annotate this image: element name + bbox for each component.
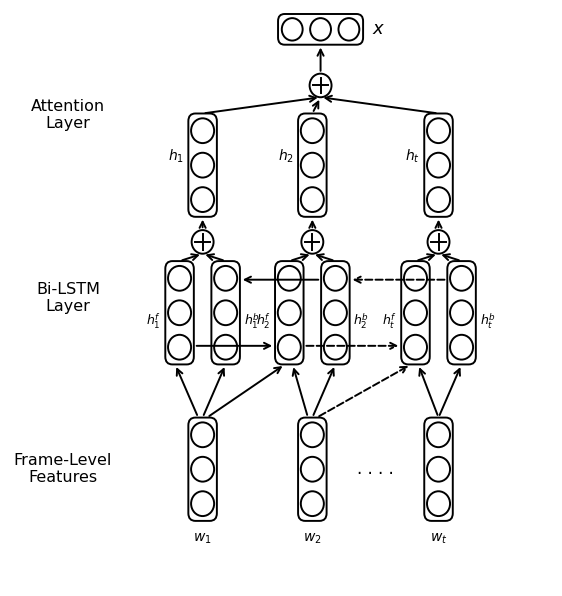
Circle shape xyxy=(278,266,301,291)
FancyBboxPatch shape xyxy=(298,418,327,521)
Circle shape xyxy=(427,119,450,143)
Circle shape xyxy=(191,153,214,178)
Circle shape xyxy=(404,300,427,325)
Text: Bi-LSTM
Layer: Bi-LSTM Layer xyxy=(36,282,100,314)
Circle shape xyxy=(324,300,347,325)
Text: $h_1$: $h_1$ xyxy=(169,148,184,165)
Text: Attention
Layer: Attention Layer xyxy=(31,99,105,131)
FancyBboxPatch shape xyxy=(278,14,363,45)
Circle shape xyxy=(427,423,450,447)
FancyBboxPatch shape xyxy=(424,113,453,217)
Circle shape xyxy=(191,491,214,516)
Text: $h_1^b$: $h_1^b$ xyxy=(244,312,260,331)
Circle shape xyxy=(214,300,237,325)
Text: $h_2^b$: $h_2^b$ xyxy=(353,312,370,331)
Circle shape xyxy=(301,187,324,212)
Circle shape xyxy=(278,335,301,359)
Circle shape xyxy=(310,74,332,97)
Circle shape xyxy=(214,335,237,359)
Text: $h_2^f$: $h_2^f$ xyxy=(256,312,271,331)
Circle shape xyxy=(278,300,301,325)
FancyBboxPatch shape xyxy=(401,261,430,364)
Circle shape xyxy=(450,335,473,359)
Circle shape xyxy=(404,266,427,291)
Circle shape xyxy=(301,119,324,143)
Circle shape xyxy=(191,457,214,482)
Circle shape xyxy=(301,457,324,482)
Circle shape xyxy=(310,18,331,41)
Circle shape xyxy=(427,187,450,212)
FancyBboxPatch shape xyxy=(165,261,194,364)
Circle shape xyxy=(427,457,450,482)
FancyBboxPatch shape xyxy=(447,261,476,364)
Text: $h_t^f$: $h_t^f$ xyxy=(382,312,397,331)
Circle shape xyxy=(427,153,450,178)
Text: . . . .: . . . . xyxy=(357,460,394,478)
Circle shape xyxy=(301,491,324,516)
Circle shape xyxy=(450,300,473,325)
Circle shape xyxy=(192,230,214,254)
FancyBboxPatch shape xyxy=(188,113,217,217)
Circle shape xyxy=(338,18,359,41)
Circle shape xyxy=(404,335,427,359)
Text: x: x xyxy=(373,20,384,38)
Circle shape xyxy=(324,266,347,291)
Circle shape xyxy=(168,335,191,359)
FancyBboxPatch shape xyxy=(424,418,453,521)
Circle shape xyxy=(191,187,214,212)
Text: $h_2$: $h_2$ xyxy=(278,148,294,165)
Text: Frame-Level
Features: Frame-Level Features xyxy=(13,453,112,485)
FancyBboxPatch shape xyxy=(321,261,350,364)
Text: $h_t$: $h_t$ xyxy=(406,148,420,165)
Circle shape xyxy=(428,230,450,254)
Text: $w_2$: $w_2$ xyxy=(303,532,321,546)
Text: $w_t$: $w_t$ xyxy=(430,532,447,546)
Text: $w_1$: $w_1$ xyxy=(193,532,212,546)
Circle shape xyxy=(282,18,303,41)
FancyBboxPatch shape xyxy=(211,261,240,364)
Circle shape xyxy=(191,423,214,447)
Circle shape xyxy=(301,230,323,254)
Circle shape xyxy=(301,153,324,178)
Text: $h_1^f$: $h_1^f$ xyxy=(146,312,161,331)
Circle shape xyxy=(214,266,237,291)
Circle shape xyxy=(168,266,191,291)
Circle shape xyxy=(301,423,324,447)
Circle shape xyxy=(324,335,347,359)
FancyBboxPatch shape xyxy=(275,261,303,364)
Text: $h_t^b$: $h_t^b$ xyxy=(480,312,496,331)
Circle shape xyxy=(191,119,214,143)
FancyBboxPatch shape xyxy=(188,418,217,521)
Circle shape xyxy=(450,266,473,291)
Circle shape xyxy=(427,491,450,516)
FancyBboxPatch shape xyxy=(298,113,327,217)
Circle shape xyxy=(168,300,191,325)
